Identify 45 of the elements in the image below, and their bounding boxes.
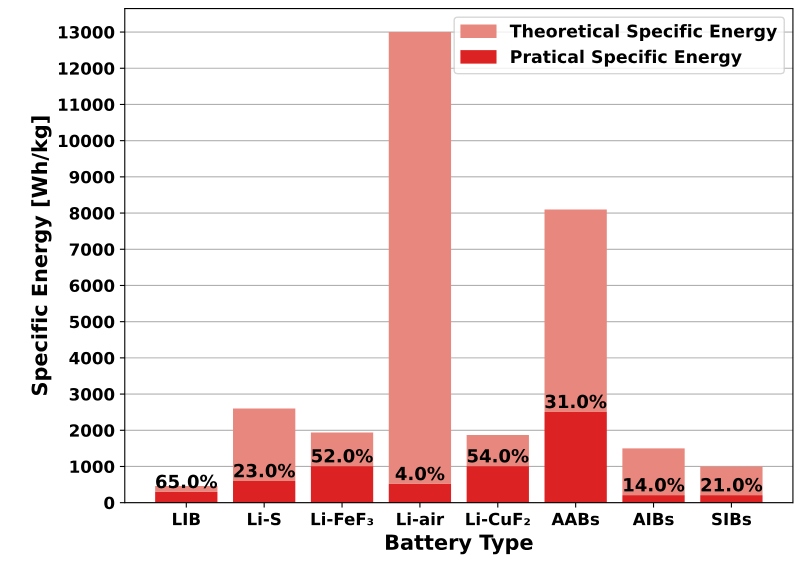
bar: [388, 484, 452, 503]
y-tick-label: 8000: [70, 207, 114, 220]
bar: [466, 466, 529, 503]
y-tick-label: 11000: [58, 98, 114, 112]
bar: [310, 466, 374, 503]
y-tick-label: 10000: [58, 134, 114, 148]
y-tick-label: 2000: [70, 424, 114, 437]
y-tick-label: 9000: [70, 170, 114, 184]
y-tick-label: 13000: [58, 26, 114, 39]
annotation: 14.0%: [624, 478, 684, 492]
bar: [155, 492, 218, 503]
bar: [544, 209, 607, 412]
annotation: 54.0%: [468, 448, 529, 463]
y-tick-label: 3000: [70, 388, 114, 401]
x-tick-label: Li-S: [248, 512, 281, 526]
annotation: 52.0%: [312, 448, 373, 463]
y-tick-label: 5000: [70, 316, 114, 328]
annotation: 65.0%: [156, 474, 218, 488]
annotation: 4.0%: [396, 466, 444, 480]
annotation: 21.0%: [702, 478, 762, 492]
y-axis-title: Specific Energy [Wh/kg]: [31, 116, 52, 395]
x-axis-title: Battery Type: [386, 534, 533, 554]
x-tick-label: AIBs: [632, 512, 674, 526]
y-tick-label: 12000: [58, 62, 114, 75]
legend-label: Theoretical Specific Energy: [510, 24, 777, 42]
y-tick-label: 7000: [70, 243, 114, 256]
y-tick-label: 0: [104, 496, 114, 510]
bar: [233, 480, 296, 503]
x-tick-label: Li-air: [397, 512, 444, 526]
bar: [388, 32, 452, 484]
annotation: 23.0%: [234, 464, 295, 478]
bar: [622, 495, 685, 503]
x-tick-label: Li-FeF₃: [312, 512, 374, 526]
y-tick-label: 4000: [69, 352, 114, 364]
x-tick-label: AABs: [552, 512, 600, 526]
bar: [233, 408, 296, 481]
y-tick-label: 6000: [70, 279, 114, 292]
legend-label: Pratical Specific Energy: [511, 50, 742, 67]
bar: [700, 495, 763, 503]
x-tick-label: LIB: [173, 512, 200, 526]
x-tick-label: SIBs: [712, 512, 752, 526]
bar: [544, 412, 607, 503]
y-tick-label: 1000: [70, 460, 114, 474]
annotation: 31.0%: [546, 394, 606, 408]
x-tick-label: Li-CuF₂: [466, 512, 530, 526]
